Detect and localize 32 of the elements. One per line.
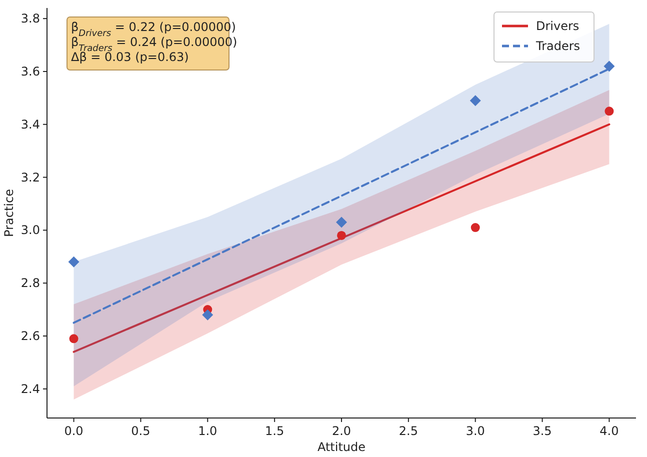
x-tick-label: 1.5 [265, 424, 284, 438]
y-tick-label: 3.6 [20, 64, 40, 78]
x-tick-label: 0.5 [131, 424, 150, 438]
point [470, 223, 480, 232]
y-tick-label: 2.4 [20, 382, 40, 396]
x-tick-label: 3.5 [532, 424, 552, 438]
point [69, 334, 78, 344]
legend-label: Traders [535, 39, 580, 53]
y-tick-label: 2.6 [20, 329, 40, 343]
point [604, 106, 614, 116]
x-tick-label: 4.0 [600, 424, 619, 438]
line-series [72, 123, 610, 353]
point [202, 309, 214, 320]
annotation: Δβ = 0.03 (p=0.63) [71, 50, 189, 64]
x-axis-title: Attitude [317, 440, 366, 454]
y-tick-label: 2.8 [20, 276, 40, 290]
point [337, 230, 346, 240]
x-tick-label: 1.0 [198, 424, 218, 438]
point [336, 216, 347, 228]
point [470, 95, 481, 106]
y-tick-label: 3.8 [20, 12, 40, 26]
x-tick-label: 0.0 [64, 424, 84, 438]
x-tick-label: 3.0 [466, 424, 485, 438]
point [604, 60, 615, 72]
legend-label: Drivers [536, 19, 580, 33]
x-tick-label: 2.5 [398, 424, 418, 438]
y-axis-title: Practice [2, 189, 16, 237]
y-tick-label: 3.4 [20, 117, 40, 132]
y-tick-label: 3.0 [20, 223, 40, 238]
y-tick-label: 3.2 [20, 170, 40, 184]
point [68, 256, 80, 268]
x-tick-label: 2.0 [332, 424, 352, 438]
